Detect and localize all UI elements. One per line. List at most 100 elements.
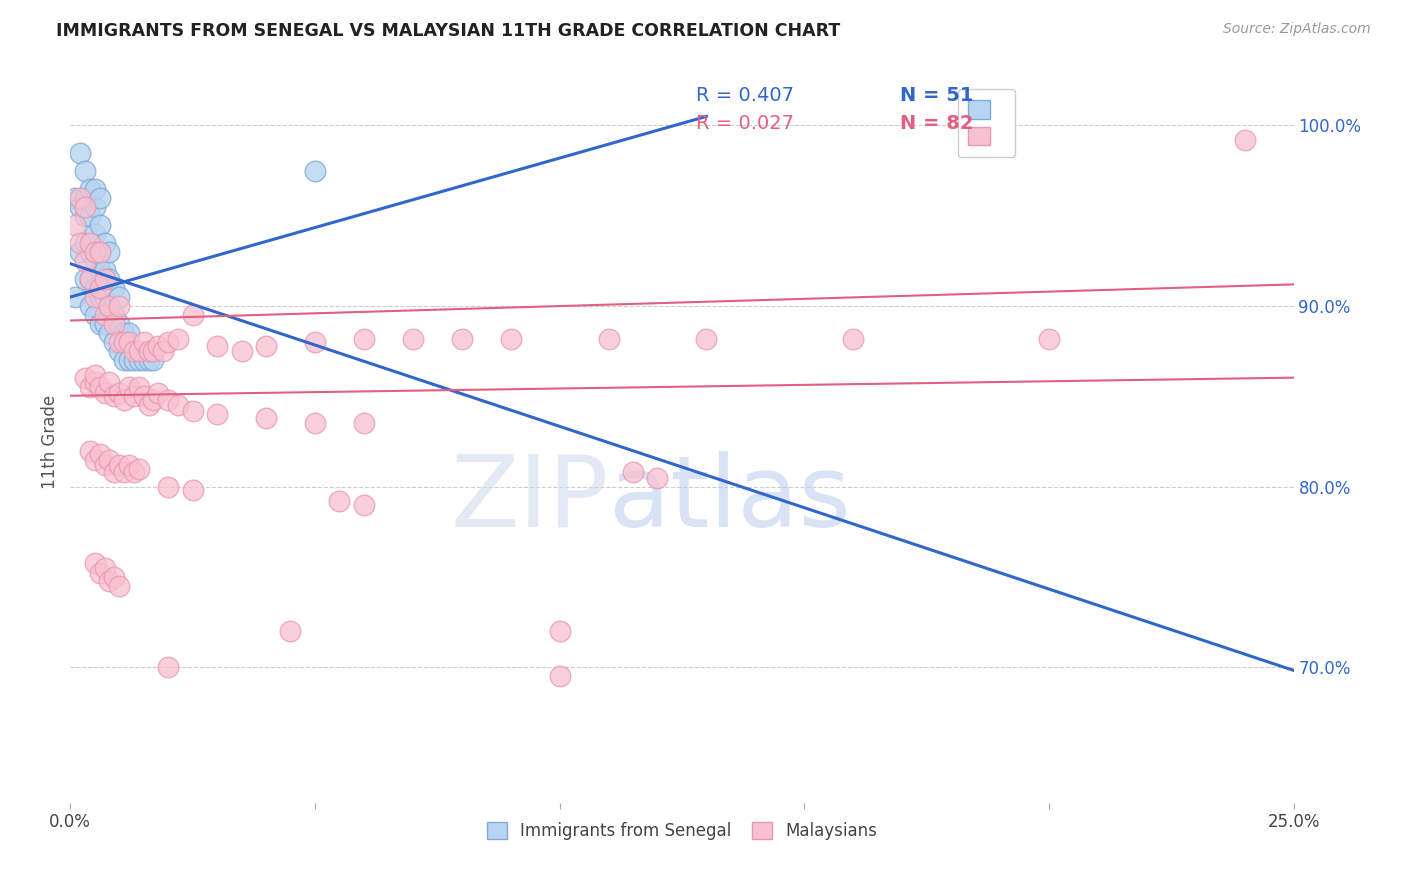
Point [79,299,101,313]
Point [695,332,717,346]
Point [167,332,190,346]
Point [108,344,131,359]
Point [89,317,111,331]
Point [621,465,644,479]
Point [118,335,141,350]
Point [98,375,121,389]
Point [148,339,170,353]
Point [1233,133,1256,147]
Text: N = 82: N = 82 [900,113,973,133]
Point [112,326,135,340]
Point [132,335,155,350]
Point [157,392,180,407]
Text: atlas: atlas [609,450,851,548]
Point [89,244,111,259]
Point [181,483,204,498]
Point [83,452,105,467]
Point [108,299,131,313]
Point [152,344,174,359]
Point [79,272,101,286]
Point [132,389,155,403]
Point [79,443,101,458]
Point [128,380,150,394]
Point [73,191,96,205]
Point [328,494,350,508]
Point [89,281,111,295]
Point [548,669,571,683]
Point [231,344,253,359]
Point [89,290,111,304]
Point [89,244,111,259]
Point [353,332,375,346]
Point [254,411,277,425]
Legend: Immigrants from Senegal, Malaysians: Immigrants from Senegal, Malaysians [478,814,886,848]
Point [63,290,86,304]
Point [353,498,375,512]
Point [83,368,105,382]
Point [142,344,165,359]
Point [83,375,105,389]
Point [98,272,121,286]
Point [83,281,105,295]
Point [93,263,115,277]
Point [112,392,135,407]
Text: IMMIGRANTS FROM SENEGAL VS MALAYSIAN 11TH GRADE CORRELATION CHART: IMMIGRANTS FROM SENEGAL VS MALAYSIAN 11T… [56,22,841,40]
Point [89,218,111,232]
Point [118,380,141,394]
Point [108,335,131,350]
Point [402,332,425,346]
Point [103,281,125,295]
Point [142,392,165,407]
Point [103,570,125,584]
Point [108,290,131,304]
Point [83,181,105,195]
Point [73,253,96,268]
Point [148,385,170,400]
Point [73,371,96,385]
Point [598,332,620,346]
Point [83,308,105,322]
Point [98,452,121,467]
Point [450,332,472,346]
Point [89,191,111,205]
Point [118,353,141,368]
Point [842,332,865,346]
Point [122,465,145,479]
Point [112,465,135,479]
Point [118,458,141,472]
Point [69,200,91,214]
Point [73,209,96,223]
Point [93,385,115,400]
Point [103,317,125,331]
Point [63,191,86,205]
Point [89,380,111,394]
Point [205,408,228,422]
Point [157,335,180,350]
Point [157,480,180,494]
Point [103,308,125,322]
Point [79,181,101,195]
Point [79,235,101,250]
Point [83,253,105,268]
Point [647,470,669,484]
Point [122,353,145,368]
Point [112,335,135,350]
Point [98,574,121,588]
Point [122,389,145,403]
Point [128,353,150,368]
Point [103,389,125,403]
Point [79,380,101,394]
Point [280,624,302,639]
Point [93,308,115,322]
Point [157,660,180,674]
Point [93,317,115,331]
Text: N = 51: N = 51 [900,86,973,105]
Point [98,299,121,313]
Point [63,218,86,232]
Point [73,163,96,178]
Point [138,398,160,412]
Point [93,272,115,286]
Point [89,263,111,277]
Point [83,556,105,570]
Point [142,353,165,368]
